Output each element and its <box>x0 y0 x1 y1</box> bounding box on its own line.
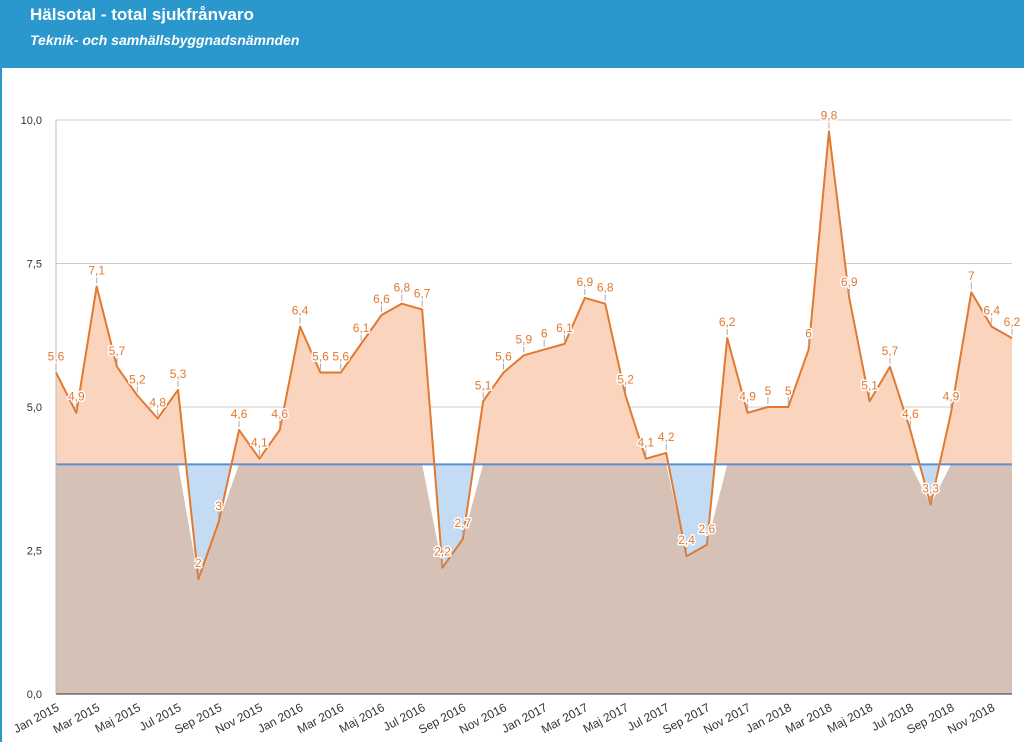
data-label: 5,6 <box>332 350 349 364</box>
data-label: 2,6 <box>699 522 716 536</box>
x-tick-label: Mar 2018 <box>783 700 835 736</box>
data-label: 6,2 <box>1004 315 1021 329</box>
data-label: 6,8 <box>597 281 614 295</box>
data-label: 2,2 <box>434 545 451 559</box>
data-label: 6 <box>541 327 548 341</box>
data-label: 5,6 <box>48 350 65 364</box>
threshold-base-area <box>56 464 1012 694</box>
y-tick-label: 10,0 <box>21 115 42 127</box>
data-label: 9,8 <box>821 108 838 122</box>
data-label: 6,4 <box>292 304 309 318</box>
data-label: 5,7 <box>882 344 899 358</box>
x-tick-label: Mar 2015 <box>51 700 103 736</box>
data-label: 6,8 <box>393 281 410 295</box>
data-label: 2 <box>195 556 202 570</box>
data-label: 7 <box>968 269 975 283</box>
data-label: 6,2 <box>719 315 736 329</box>
data-label: 5,3 <box>170 367 187 381</box>
data-label: 6,9 <box>841 275 858 289</box>
data-label: 4,6 <box>271 407 288 421</box>
data-label: 6,1 <box>353 321 370 335</box>
y-tick-label: 7,5 <box>27 259 42 271</box>
data-label: 5 <box>785 384 792 398</box>
data-label: 4,6 <box>231 407 248 421</box>
data-label: 5,7 <box>109 344 126 358</box>
data-label: 5,1 <box>475 378 492 392</box>
y-tick-label: 5,0 <box>27 402 42 414</box>
chart-title: Hälsotal - total sjukfrånvaro <box>30 5 254 24</box>
data-label: 5 <box>765 384 772 398</box>
data-label: 4,9 <box>739 390 756 404</box>
data-label: 3,3 <box>922 482 939 496</box>
data-label: 6,9 <box>577 275 594 289</box>
data-label: 4,2 <box>658 430 675 444</box>
x-tick-label: Nov 2015 <box>213 700 265 737</box>
x-tick-label: Nov 2018 <box>945 700 997 737</box>
x-tick-label: Mar 2017 <box>539 700 591 736</box>
data-label: 4,6 <box>902 407 919 421</box>
chart-subtitle: Teknik- och samhällsbyggnadsnämnden <box>30 32 300 48</box>
data-label: 7,1 <box>88 263 105 277</box>
x-tick-label: Maj 2016 <box>337 700 387 736</box>
x-tick-label: Mar 2016 <box>295 700 347 736</box>
x-tick-label: Maj 2018 <box>825 700 875 736</box>
data-label: 6,6 <box>373 292 390 306</box>
data-label: 6,4 <box>983 304 1000 318</box>
data-label: 5,2 <box>617 373 634 387</box>
data-label: 4,9 <box>68 390 85 404</box>
data-label: 4,8 <box>149 395 166 409</box>
data-label: 5,2 <box>129 373 146 387</box>
series-line <box>55 130 1013 581</box>
x-tick-label: Nov 2016 <box>457 700 509 737</box>
data-label: 5,6 <box>495 350 512 364</box>
data-label: 6,1 <box>556 321 573 335</box>
data-label: 4,1 <box>638 436 655 450</box>
chart-header: Hälsotal - total sjukfrånvaro Teknik- oc… <box>0 0 1024 68</box>
x-tick-label: Maj 2015 <box>93 700 143 736</box>
y-tick-label: 0,0 <box>27 689 42 701</box>
data-label: 5,9 <box>515 332 532 346</box>
data-label: 3 <box>215 499 222 513</box>
x-tick-label: Maj 2017 <box>581 700 631 736</box>
data-label: 4,9 <box>943 390 960 404</box>
data-label: 5,1 <box>861 378 878 392</box>
data-label: 4,1 <box>251 436 268 450</box>
data-label: 6 <box>805 327 812 341</box>
chart-frame <box>0 68 1024 742</box>
x-tick-label: Nov 2017 <box>701 700 753 737</box>
area-above-threshold <box>56 131 1012 465</box>
data-label: 2,4 <box>678 533 695 547</box>
data-label: 5,6 <box>312 350 329 364</box>
y-tick-label: 2,5 <box>27 546 42 558</box>
data-label: 6,7 <box>414 286 431 300</box>
data-label: 2,7 <box>454 516 471 530</box>
